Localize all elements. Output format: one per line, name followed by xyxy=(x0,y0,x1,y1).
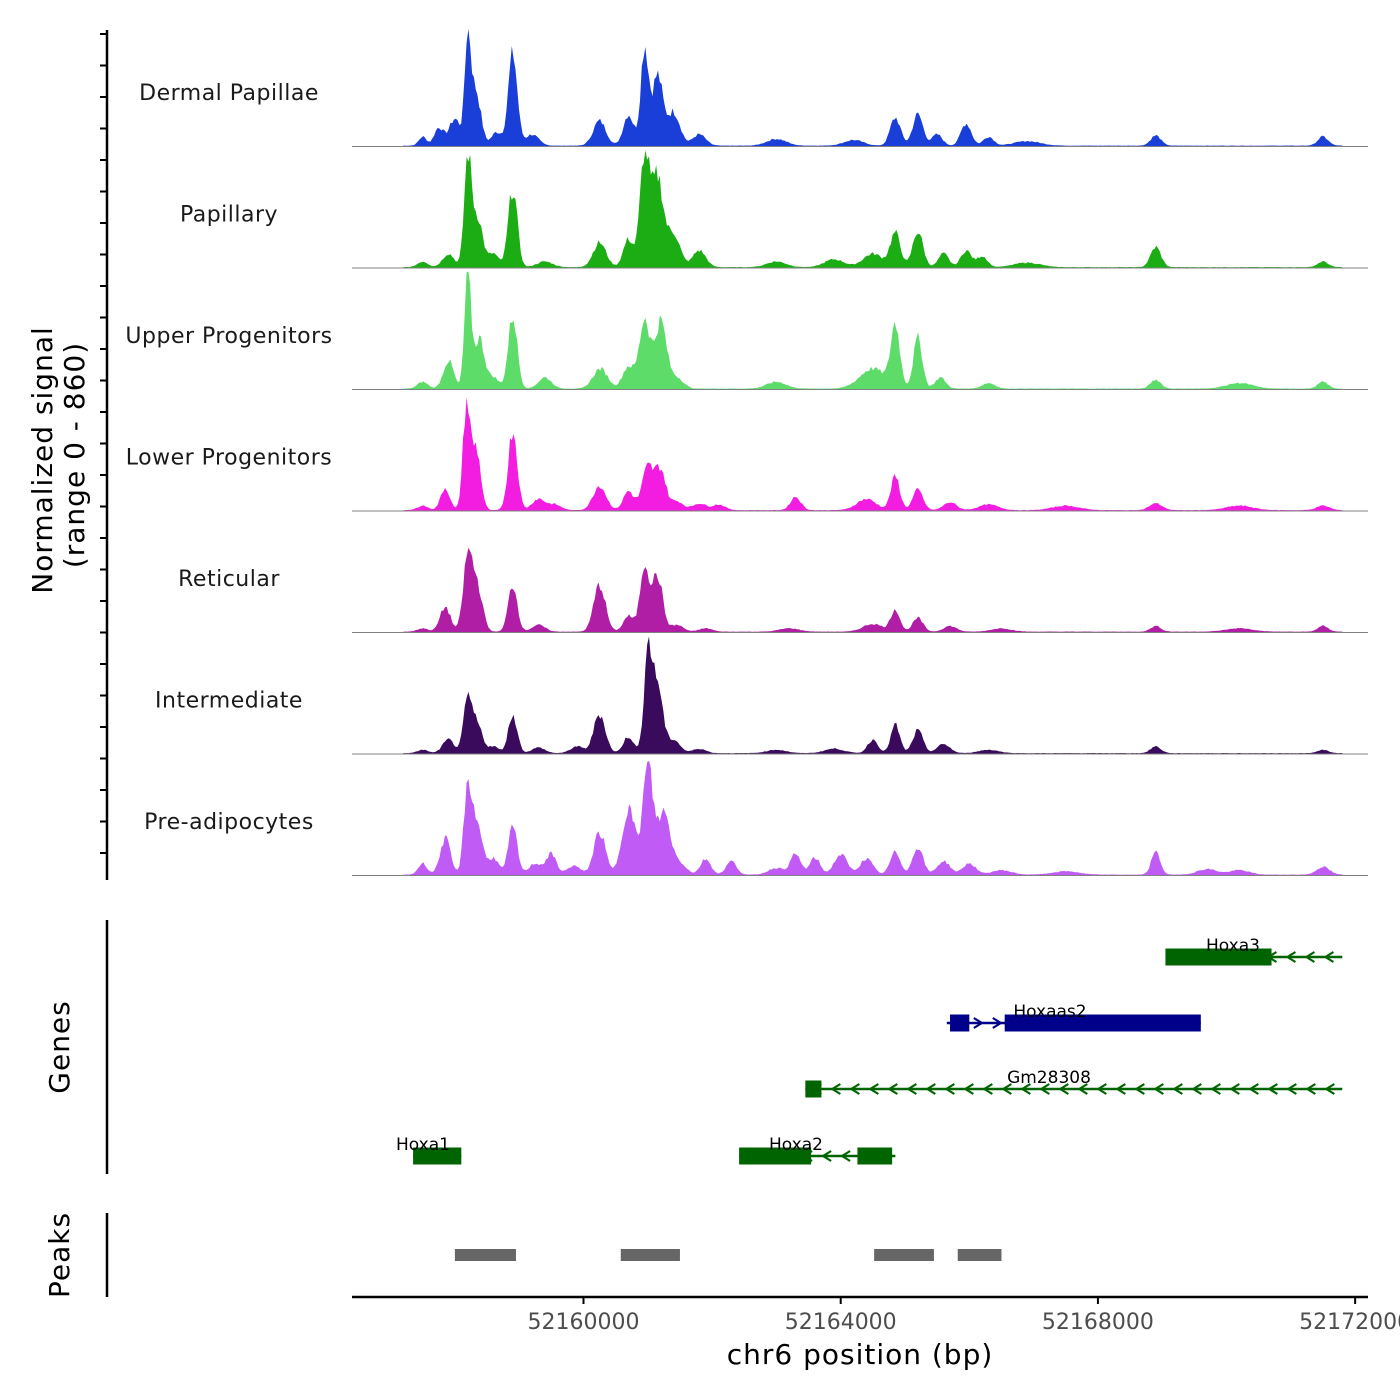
strand-arrow xyxy=(1115,1083,1126,1095)
track-label: Reticular xyxy=(178,567,280,592)
peak-region xyxy=(454,1249,516,1261)
strand-arrow xyxy=(1191,1083,1202,1095)
signal-area xyxy=(403,28,1343,147)
track-label: Intermediate xyxy=(155,689,303,714)
gene-hoxaas2: Hoxaas2 xyxy=(946,1002,1201,1032)
strand-arrow xyxy=(1305,1083,1316,1095)
signal-tracks-panel: Dermal Papillae Papillary Upper Progenitor… xyxy=(100,28,1368,880)
track-label: Dermal Papillae xyxy=(139,81,319,106)
track-label: Upper Progenitors xyxy=(125,324,332,349)
strand-arrow xyxy=(1153,1083,1164,1095)
strand-arrow xyxy=(840,1150,851,1162)
gene-label: Hoxa1 xyxy=(396,1135,450,1155)
signal-track-lower-progenitors: Lower Progenitors xyxy=(126,397,1368,512)
gene-label: Gm28308 xyxy=(1007,1068,1091,1088)
x-tick-label: 52168000 xyxy=(1042,1310,1154,1335)
y-axis-title-line2: (range 0 - 860) xyxy=(58,342,91,568)
signal-area xyxy=(403,150,1343,268)
strand-arrow xyxy=(1039,1083,1050,1095)
genes-track-panel: Hoxa3 Hoxaas2 Gm28308 Hoxa1 Hoxa2 xyxy=(105,920,1343,1174)
gene-exon xyxy=(950,1014,970,1032)
strand-arrow xyxy=(982,1083,993,1095)
gene-hoxa3: Hoxa3 xyxy=(1165,936,1343,966)
strand-arrow xyxy=(1096,1083,1107,1095)
signal-track-upper-progenitors: Upper Progenitors xyxy=(125,271,1368,390)
x-tick-label: 52172000 xyxy=(1299,1310,1400,1335)
strand-arrow xyxy=(1324,1083,1335,1095)
gene-hoxa2: Hoxa2 xyxy=(739,1135,896,1165)
signal-track-intermediate: Intermediate xyxy=(155,636,1368,755)
y-axis-ticks xyxy=(100,33,107,854)
peaks-track-title: Peaks xyxy=(43,1212,76,1298)
signal-area xyxy=(403,397,1343,511)
signal-area xyxy=(403,636,1343,754)
track-label: Papillary xyxy=(180,203,278,228)
gene-exon xyxy=(1004,1014,1201,1032)
strand-arrow xyxy=(906,1083,917,1095)
strand-arrow xyxy=(1058,1083,1069,1095)
signal-area xyxy=(403,547,1343,633)
strand-arrow xyxy=(887,1083,898,1095)
x-tick-label: 52164000 xyxy=(785,1310,897,1335)
gene-hoxa1: Hoxa1 xyxy=(396,1135,462,1165)
gene-label: Hoxa3 xyxy=(1206,936,1260,956)
strand-arrow xyxy=(1285,951,1297,963)
strand-arrow xyxy=(963,1083,974,1095)
gene-exon xyxy=(739,1147,812,1165)
gene-exon xyxy=(1165,948,1272,966)
peak-region xyxy=(957,1249,1002,1261)
strand-arrow xyxy=(1172,1083,1183,1095)
strand-arrow xyxy=(1229,1083,1240,1095)
x-axis: 52160000 52164000 52168000 52172000 xyxy=(352,1295,1400,1335)
strand-arrow xyxy=(944,1083,955,1095)
strand-arrow xyxy=(973,1017,984,1029)
signal-area xyxy=(403,761,1343,876)
strand-arrow xyxy=(1304,951,1316,963)
x-axis-title: chr6 position (bp) xyxy=(727,1338,994,1371)
strand-arrow xyxy=(1286,1083,1297,1095)
gene-label: Hoxaas2 xyxy=(1013,1002,1086,1022)
strand-arrow xyxy=(1248,1083,1259,1095)
y-axis-title-line1: Normalized signal xyxy=(26,326,59,594)
strand-arrow xyxy=(1323,951,1335,963)
strand-arrow xyxy=(821,1150,832,1162)
strand-arrow xyxy=(1077,1083,1088,1095)
gene-exon xyxy=(857,1147,893,1165)
strand-arrow xyxy=(1020,1083,1031,1095)
signal-track-papillary: Papillary xyxy=(180,150,1368,269)
gene-gm28308: Gm28308 xyxy=(805,1068,1343,1098)
gene-label: Hoxa2 xyxy=(769,1135,823,1155)
strand-arrow xyxy=(868,1083,879,1095)
strand-arrow xyxy=(925,1083,936,1095)
strand-arrow xyxy=(830,1083,841,1095)
signal-track-reticular: Reticular xyxy=(178,547,1368,633)
gene-exon xyxy=(805,1080,822,1098)
peak-region xyxy=(620,1249,680,1261)
strand-arrow xyxy=(1210,1083,1221,1095)
signal-track-dermal-papillae: Dermal Papillae xyxy=(139,28,1368,147)
strand-arrow xyxy=(1267,1083,1278,1095)
signal-area xyxy=(403,271,1343,390)
gene-exon xyxy=(413,1147,462,1165)
strand-arrow xyxy=(1001,1083,1012,1095)
x-tick-label: 52160000 xyxy=(528,1310,640,1335)
genes-track-title: Genes xyxy=(43,1000,76,1093)
strand-arrow xyxy=(992,1017,1003,1029)
strand-arrow xyxy=(1134,1083,1145,1095)
peaks-track-panel xyxy=(105,1213,1002,1297)
track-label: Pre-adipocytes xyxy=(144,810,314,835)
track-label: Lower Progenitors xyxy=(126,446,332,471)
peak-region xyxy=(874,1249,934,1261)
signal-track-pre-adipocytes: Pre-adipocytes xyxy=(144,761,1368,876)
strand-arrow xyxy=(849,1083,860,1095)
